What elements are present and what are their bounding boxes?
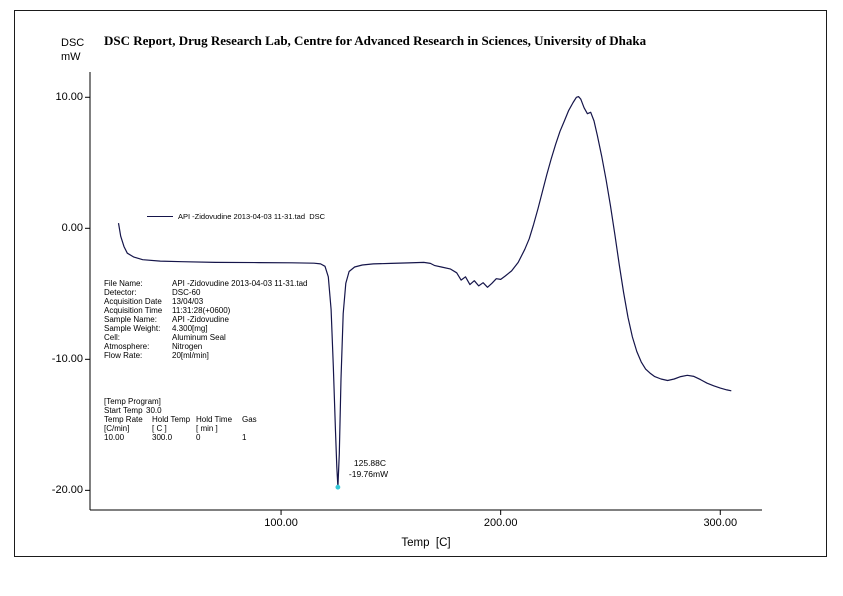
file-info-value: 4.300[mg] <box>172 324 208 333</box>
temp-program-table: Temp Rate Hold Temp Hold Time Gas [C/min… <box>104 415 272 442</box>
file-info-row: Flow Rate: 20[ml/min] <box>104 351 308 360</box>
tp-unit: [ C ] <box>152 424 167 433</box>
start-temp-value: 30.0 <box>146 406 162 415</box>
dsc-curve <box>117 95 732 488</box>
y-tick-label: 10.00 <box>55 91 83 104</box>
tp-value: 0 <box>196 433 201 442</box>
y-tick-label: -20.00 <box>51 484 83 497</box>
file-info-label: Atmosphere: <box>104 342 150 351</box>
file-info-value: API -Zidovudine <box>172 315 229 324</box>
file-info-label: Detector: <box>104 288 137 297</box>
x-tick-label: 100.00 <box>264 517 298 529</box>
tp-unit <box>242 424 272 433</box>
tp-value: 300.0 <box>152 433 173 442</box>
file-info-block: File Name: API -Zidovudine 2013-04-03 11… <box>104 279 308 360</box>
peak-marker <box>335 484 341 490</box>
y-axis-unit-line1: DSC <box>61 37 85 49</box>
temp-program-start-row: Start Temp 30.0 <box>104 406 272 415</box>
file-info-label: Cell: <box>104 333 121 342</box>
file-info-row: File Name: API -Zidovudine 2013-04-03 11… <box>104 279 308 288</box>
x-tick-label: 200.00 <box>483 517 518 529</box>
tp-col-header: Hold Time <box>196 415 233 424</box>
tp-unit: [ min ] <box>196 424 218 433</box>
y-tick-label: 0.00 <box>61 222 83 235</box>
tp-col-header: Gas <box>242 415 257 424</box>
file-info-row: Sample Weight: 4.300[mg] <box>104 324 308 333</box>
file-info-value: 11:31:28(+0600) <box>172 306 231 315</box>
file-info-label: Acquisition Date <box>104 297 162 306</box>
report-title: DSC Report, Drug Research Lab, Centre fo… <box>104 33 647 48</box>
file-info-row: Atmosphere: Nitrogen <box>104 342 308 351</box>
peak-annotation: 125.88C -19.76mW <box>349 458 388 480</box>
peak-temperature-value: 125.88C <box>353 458 387 469</box>
report-border-frame <box>14 10 827 557</box>
temp-program-block: [Temp Program] Start Temp 30.0 Temp Rate… <box>104 397 272 442</box>
file-info-label: File Name: <box>104 279 143 288</box>
file-info-label: Flow Rate: <box>104 351 143 360</box>
file-info-row: Acquisition Time 11:31:28(+0600) <box>104 306 308 315</box>
file-info-label: Sample Name: <box>104 315 157 324</box>
tp-value: 10.00 <box>104 433 125 442</box>
file-info-value: Nitrogen <box>172 342 203 351</box>
tp-col-header: Hold Temp <box>152 415 191 424</box>
start-temp-label: Start Temp <box>104 406 143 415</box>
y-axis-unit-line2: mW <box>61 51 81 63</box>
file-info-value: 13/04/03 <box>172 297 204 306</box>
x-tick-label: 300.00 <box>703 517 738 529</box>
file-info-value: DSC-60 <box>172 288 201 297</box>
x-axis-label: Temp [C] <box>401 537 451 549</box>
file-info-row: Detector: DSC-60 <box>104 288 308 297</box>
file-info-row: Cell: Aluminum Seal <box>104 333 308 342</box>
file-info-label: Sample Weight: <box>104 324 161 333</box>
y-tick-label: -10.00 <box>51 353 83 366</box>
peak-heatflow-value: -19.76mW <box>348 469 389 480</box>
legend-label: API -Zidovudine 2013-04-03 11-31.tad DSC <box>178 212 326 221</box>
file-info-row: Acquisition Date 13/04/03 <box>104 297 308 306</box>
file-info-label: Acquisition Time <box>104 306 163 315</box>
tp-unit: [C/min] <box>104 424 130 433</box>
file-info-value: Aluminum Seal <box>172 333 226 342</box>
legend-line-sample <box>147 216 173 217</box>
file-info-value: 20[ml/min] <box>172 351 209 360</box>
tp-col-header: Temp Rate <box>104 415 143 424</box>
file-info-row: Sample Name: API -Zidovudine <box>104 315 308 324</box>
y-axis-unit-label: DSC mW <box>61 36 84 64</box>
curve-legend: API -Zidovudine 2013-04-03 11-31.tad DSC <box>147 212 325 221</box>
file-info-value: API -Zidovudine 2013-04-03 11-31.tad <box>172 279 308 288</box>
temp-program-header: [Temp Program] <box>104 397 161 406</box>
tp-value: 1 <box>242 433 247 442</box>
